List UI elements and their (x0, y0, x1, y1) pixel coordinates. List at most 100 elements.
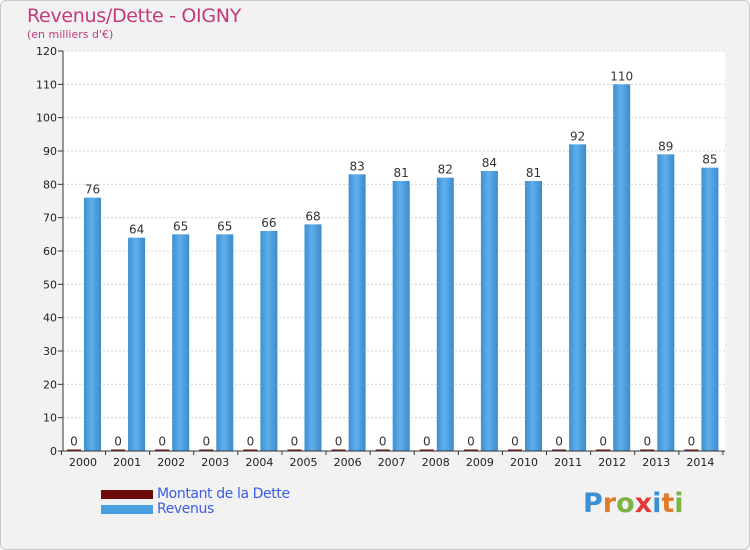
x-tick-label: 2000 (69, 456, 97, 469)
x-tick-label: 2012 (598, 456, 626, 469)
bar-revenus (657, 154, 675, 452)
logo-letter: x (634, 488, 653, 519)
data-label-dette: 0 (158, 435, 166, 449)
legend-label-dette: Montant de la Dette (157, 486, 290, 502)
y-tick-label: 20 (43, 378, 57, 391)
bar-revenus (701, 167, 719, 451)
y-tick-label: 0 (50, 445, 57, 458)
bar-dette (684, 449, 699, 451)
logo-letter: t (661, 488, 675, 519)
bar-dette (508, 449, 522, 451)
data-label-revenus: 64 (129, 223, 144, 237)
data-label-revenus: 84 (482, 156, 497, 170)
bar-revenus (216, 234, 234, 451)
x-tick-label: 2003 (201, 456, 229, 469)
x-tick-label: 2005 (290, 456, 318, 469)
data-labels: 0 76 0 64 0 65 0 65 0 66 0 68 0 83 0 81 0 82 0 84 0 81 0 92 0 110… (70, 69, 717, 448)
logo-letter: i (674, 488, 684, 519)
logo-letter: r (602, 488, 617, 519)
bar-dette (375, 449, 390, 451)
y-tick-label: 110 (36, 78, 57, 91)
x-tick-label: 2008 (422, 456, 450, 469)
bar-revenus (480, 171, 498, 451)
data-label-dette: 0 (114, 435, 122, 449)
bar-dette (111, 449, 126, 451)
data-label-dette: 0 (70, 435, 78, 449)
bar-revenus (172, 234, 190, 451)
bar-revenus (128, 237, 146, 451)
data-label-revenus: 110 (610, 69, 633, 83)
chart-title: Revenus/Dette - OIGNY (27, 5, 242, 27)
bar-revenus (304, 224, 322, 451)
data-label-dette: 0 (688, 435, 696, 449)
data-label-revenus: 81 (526, 166, 541, 180)
data-label-dette: 0 (555, 435, 563, 449)
data-label-dette: 0 (599, 435, 607, 449)
y-tick-label: 70 (43, 212, 57, 225)
logo-letter: i (652, 488, 662, 519)
data-label-dette: 0 (467, 435, 475, 449)
proxiti-logo: Proxiti (583, 488, 684, 519)
data-label-dette: 0 (423, 435, 431, 449)
bar-revenus (348, 174, 366, 452)
x-tick-label: 2013 (642, 456, 670, 469)
x-tick-label: 2009 (466, 456, 494, 469)
bar-dette (552, 449, 567, 451)
x-tick-label: 2007 (378, 456, 406, 469)
bar-revenus (525, 181, 542, 451)
bar-revenus (260, 231, 278, 451)
y-tick-label: 100 (36, 112, 57, 125)
data-label-revenus: 92 (570, 129, 585, 143)
y-tick-label: 90 (43, 145, 57, 158)
bars (67, 84, 719, 452)
data-label-revenus: 65 (173, 219, 188, 233)
x-tick-label: 2001 (113, 456, 141, 469)
bar-revenus (392, 181, 410, 451)
x-tick-label: 2002 (157, 456, 185, 469)
logo-letter: o (616, 488, 635, 519)
bar-revenus (569, 144, 587, 452)
data-label-revenus: 83 (349, 159, 364, 173)
bar-dette (199, 449, 214, 451)
bar-dette (640, 449, 655, 451)
data-label-dette: 0 (291, 435, 299, 449)
data-label-dette: 0 (379, 435, 387, 449)
data-label-revenus: 76 (85, 183, 100, 197)
x-tick-label: 2011 (554, 456, 582, 469)
legend-swatch-revenus (101, 505, 153, 514)
x-tick-label: 2006 (334, 456, 362, 469)
y-tick-label: 50 (43, 278, 57, 291)
data-label-revenus: 89 (658, 139, 673, 153)
y-tick-label: 30 (43, 345, 57, 358)
x-tick-label: 2014 (686, 456, 714, 469)
data-label-dette: 0 (511, 435, 519, 449)
data-label-revenus: 81 (394, 166, 409, 180)
data-label-revenus: 65 (217, 219, 232, 233)
bar-dette (243, 449, 258, 451)
data-label-revenus: 85 (702, 153, 717, 167)
bar-dette (67, 449, 81, 451)
data-label-dette: 0 (247, 435, 255, 449)
x-tick-label: 2010 (510, 456, 538, 469)
y-tick-label: 40 (43, 312, 57, 325)
data-label-dette: 0 (202, 435, 210, 449)
bar-dette (287, 449, 302, 451)
bar-dette (463, 449, 478, 451)
data-label-revenus: 66 (261, 216, 276, 230)
data-label-revenus: 68 (305, 209, 320, 223)
logo-letter: P (583, 488, 603, 519)
y-tick-label: 120 (36, 45, 57, 58)
axes: 0 10 20 30 40 50 60 70 80 90 100 110 120 2000 2001 2002… (36, 45, 725, 469)
bar-dette (331, 449, 346, 451)
bar-dette (596, 449, 611, 451)
data-label-revenus: 82 (438, 163, 453, 177)
legend-label-revenus: Revenus (157, 501, 214, 517)
bar-revenus (613, 84, 631, 451)
y-tick-label: 80 (43, 178, 57, 191)
bar-revenus (436, 177, 454, 451)
bar-dette (155, 449, 170, 451)
data-label-dette: 0 (643, 435, 651, 449)
bar-revenus (84, 197, 101, 451)
